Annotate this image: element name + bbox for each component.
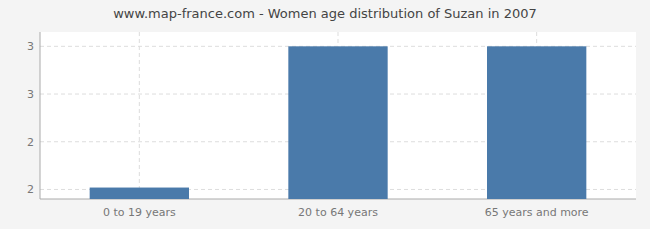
bar	[487, 46, 586, 199]
x-tick-label: 20 to 64 years	[298, 206, 378, 219]
bar	[288, 46, 387, 199]
y-tick-label: 2	[27, 183, 34, 196]
chart: www.map-france.com - Women age distribut…	[0, 0, 650, 229]
x-grid-line	[139, 32, 140, 199]
x-tick-label: 0 to 19 years	[103, 206, 176, 219]
x-tick-label: 65 years and more	[485, 206, 589, 219]
title: www.map-france.com - Women age distribut…	[113, 6, 537, 21]
y-axis-line	[40, 32, 41, 199]
bars	[90, 46, 587, 199]
chart-container: www.map-france.com - Women age distribut…	[0, 0, 650, 229]
y-tick-label: 3	[27, 88, 34, 101]
y-tick-label: 3	[27, 40, 34, 53]
y-tick-label: 2	[27, 136, 34, 149]
bar	[90, 188, 189, 199]
